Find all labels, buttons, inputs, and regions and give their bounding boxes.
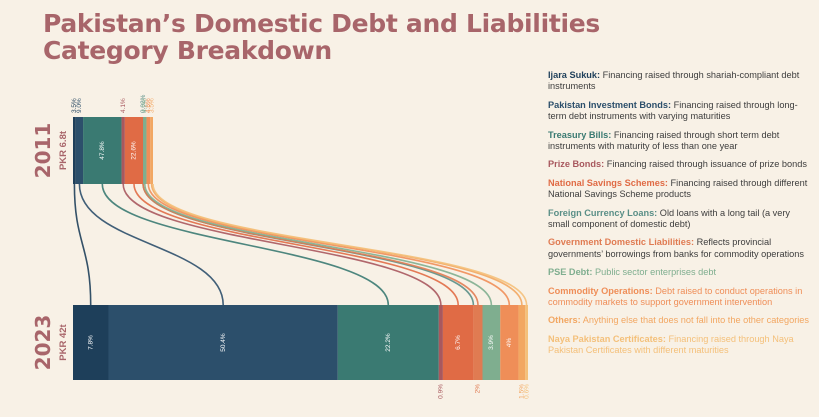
data-label-2011-foreign-currency-loans: 0.02%: [140, 94, 147, 113]
legend-item-government-domestic-liabilities: Government Domestic Liabilities: Reflect…: [548, 237, 810, 260]
bar-2011-commodity-operations: [146, 117, 151, 184]
legend-item-naya-pakistan-certificates: Naya Pakistan Certificates: Financing ra…: [548, 334, 810, 357]
legend-name: Naya Pakistan Certificates:: [548, 333, 666, 344]
bar-2011-prize-bonds: [121, 117, 125, 184]
year-label-2023: 2023: [31, 315, 55, 371]
legend-name: Prize Bonds:: [548, 159, 605, 170]
data-label-2023-pse-debt: 3.9%: [488, 335, 495, 350]
legend-item-national-savings-schemes: National Savings Schemes: Financing rais…: [548, 178, 810, 201]
bar-2023-pakistan-investment-bonds: [108, 305, 338, 380]
data-label-2023-national-savings-schemes: 6.7%: [455, 335, 462, 350]
legend-description: Financing raised through short term debt…: [548, 129, 780, 151]
stacked-bars: 3.5%9.0%47.8%4.1%22.6%0.02%4.2%4.6%3.5%7…: [71, 94, 530, 398]
total-label-2023: PKR 42t: [58, 323, 69, 360]
bar-2011-ijara-sukuk: [73, 117, 76, 184]
bar-2023-others: [518, 305, 526, 380]
legend-description: Old loans with a long tail (a very small…: [548, 207, 791, 229]
legend-name: National Savings Schemes:: [548, 177, 668, 188]
legend-description: Financing raised through issuance of pri…: [604, 159, 807, 170]
legend-item-pakistan-investment-bonds: Pakistan Investment Bonds: Financing rai…: [548, 100, 810, 123]
flow-links: [73, 183, 528, 306]
data-label-2023-naya-pakistan-certificates: 0.6%: [523, 384, 530, 399]
data-label-2011-commodity-operations: 4.6%: [145, 98, 152, 113]
bar-2023-pse-debt: [482, 305, 501, 380]
chart-title-line2: Category Breakdown: [43, 36, 332, 65]
chart-title-line1: Pakistan’s Domestic Debt and Liabilities: [43, 9, 601, 38]
data-label-2023-ijara-sukuk: 7.8%: [87, 335, 94, 350]
legend-description: Public sector enterprises debt: [592, 267, 717, 278]
legend-name: Government Domestic Liabilities:: [548, 237, 695, 248]
legend-name: Ijara Sukuk:: [548, 70, 601, 80]
bar-2011-treasury-bills: [83, 117, 122, 184]
bar-2023-naya-pakistan-certificates: [525, 305, 528, 380]
legend-description: Financing raised through Naya Pakistan C…: [548, 333, 794, 356]
flow-pse-debt: [144, 183, 493, 306]
legend-description: Financing raised through shariah-complia…: [548, 70, 800, 92]
total-label-2011: PKR 6.8t: [58, 130, 69, 170]
legend-description: Anything else that does not fall into th…: [580, 315, 809, 326]
legend-description: Reflects provincial governments’ borrowi…: [548, 237, 804, 259]
year-labels: 2011 PKR 6.8t 2023 PKR 42t: [31, 123, 69, 371]
bar-2023-prize-bonds: [438, 305, 443, 380]
data-label-2023-others: 1.5%: [519, 384, 526, 399]
legend: Ijara Sukuk: Financing raised through sh…: [548, 70, 810, 364]
data-label-2011-ijara-sukuk: 3.5%: [71, 98, 78, 113]
bar-2023-commodity-operations: [500, 305, 519, 380]
year-label-2011: 2011: [31, 123, 55, 179]
data-label-2023-treasury-bills: 22.2%: [385, 333, 392, 352]
flow-ijara-sukuk: [73, 183, 92, 306]
flow-treasury-bills: [101, 183, 390, 306]
data-label-2023-pakistan-investment-bonds: 50.4%: [220, 333, 227, 352]
legend-description: Financing raised through different Natio…: [548, 177, 808, 200]
legend-description: Financing raised through long-term debt …: [548, 99, 798, 122]
legend-item-foreign-currency-loans: Foreign Currency Loans: Old loans with a…: [548, 208, 810, 231]
flow-pakistan-investment-bonds: [78, 183, 224, 306]
legend-item-treasury-bills: Treasury Bills: Financing raised through…: [548, 130, 810, 153]
flow-commodity-operations: [147, 183, 511, 306]
bar-2023-treasury-bills: [337, 305, 439, 380]
legend-item-commodity-operations: Commodity Operations: Debt raised to con…: [548, 286, 810, 309]
legend-name: Commodity Operations:: [548, 285, 653, 296]
bar-2011-pakistan-investment-bonds: [75, 117, 84, 184]
bar-2023-ijara-sukuk: [73, 305, 109, 380]
data-label-2023-prize-bonds: 0.9%: [438, 384, 445, 399]
legend-item-pse-debt: PSE Debt: Public sector enterprises debt: [548, 267, 810, 278]
legend-name: Others:: [548, 315, 581, 326]
data-label-2011-prize-bonds: 4.1%: [120, 98, 127, 113]
data-label-2011-treasury-bills: 47.8%: [99, 141, 106, 160]
data-label-2011-pakistan-investment-bonds: 9.0%: [76, 98, 83, 113]
data-label-2023-government-domestic-liabilities: 2%: [475, 384, 482, 394]
data-label-2011-others: 3.5%: [148, 98, 155, 113]
bar-2011-others: [150, 117, 153, 184]
bar-2011-pse-debt: [143, 117, 147, 184]
flow-naya-pakistan-certificates: [152, 183, 528, 306]
legend-name: PSE Debt:: [548, 267, 593, 278]
legend-item-others: Others: Anything else that does not fall…: [548, 315, 810, 326]
flow-national-savings-schemes: [133, 183, 459, 306]
data-label-2011-pse-debt: 4.2%: [142, 98, 149, 113]
legend-name: Pakistan Investment Bonds:: [548, 99, 672, 110]
legend-name: Treasury Bills:: [548, 129, 612, 140]
bar-2023-national-savings-schemes: [442, 305, 474, 380]
legend-item-prize-bonds: Prize Bonds: Financing raised through is…: [548, 159, 810, 170]
flow-prize-bonds: [122, 183, 442, 306]
data-label-2023-commodity-operations: 4%: [506, 338, 513, 348]
legend-item-ijara-sukuk: Ijara Sukuk: Financing raised through sh…: [548, 70, 810, 93]
data-label-2011-national-savings-schemes: 22.6%: [131, 141, 138, 160]
flow-government-domestic-liabilities: [142, 183, 479, 306]
legend-name: Foreign Currency Loans:: [548, 207, 658, 218]
bar-2023-government-domestic-liabilities: [473, 305, 483, 380]
legend-description: Debt raised to conduct operations in com…: [548, 285, 803, 307]
chart-title: Pakistan’s Domestic Debt and Liabilities…: [43, 9, 601, 65]
bar-2011-national-savings-schemes: [124, 117, 144, 184]
